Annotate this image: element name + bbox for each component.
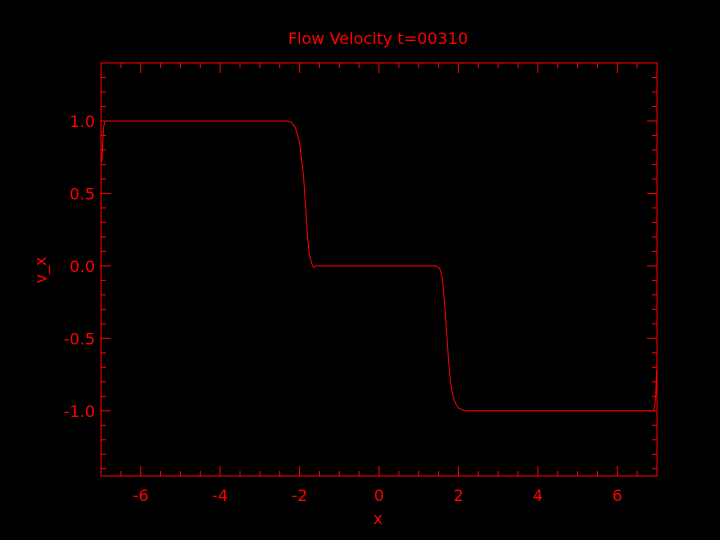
y-tick-label: -0.5 (64, 329, 95, 348)
chart-title: Flow Velocity t=00310 (288, 29, 468, 48)
y-tick-label: 0.0 (70, 257, 95, 276)
series-group (101, 120, 658, 412)
x-tick-label: -6 (133, 486, 149, 505)
x-tick-label: -2 (292, 486, 308, 505)
y-tick-label: 1.0 (70, 112, 95, 131)
y-tick-label: -1.0 (64, 402, 95, 421)
y-axis-label: v_x (31, 257, 51, 284)
x-tick-label: 6 (612, 486, 622, 505)
x-axis-ticks: -6 -4 -2 0 2 4 6 (100, 63, 658, 505)
y-tick-label: 0.5 (70, 184, 95, 203)
y-axis-ticks: 1.0 0.5 0.0 -0.5 -1.0 (64, 62, 657, 470)
x-tick-label: 0 (374, 486, 384, 505)
x-tick-label: -4 (212, 486, 228, 505)
x-tick-label: 2 (453, 486, 463, 505)
x-tick-label: 4 (533, 486, 543, 505)
x-axis-label: x (373, 509, 382, 528)
series-line-0 (101, 120, 658, 412)
